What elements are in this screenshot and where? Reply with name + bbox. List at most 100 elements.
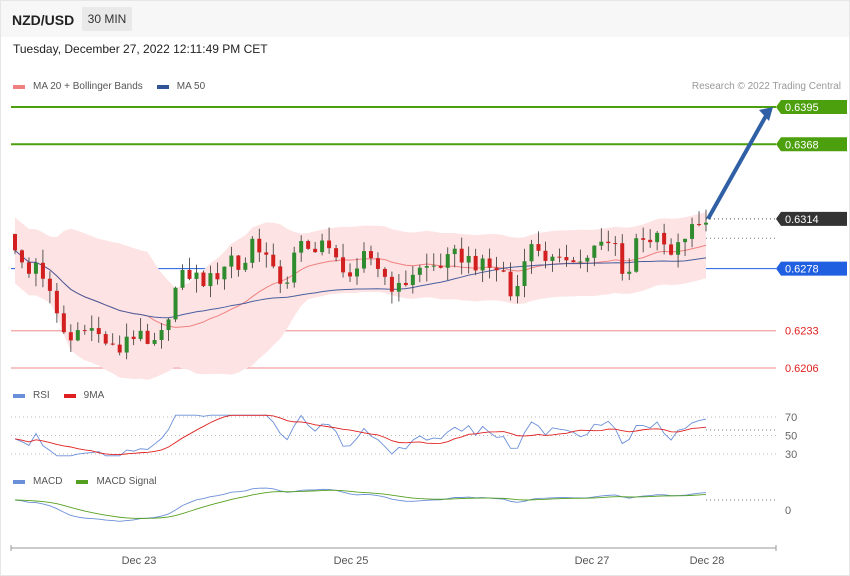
candle-body bbox=[438, 265, 443, 268]
candle-body bbox=[264, 252, 269, 255]
candle-body bbox=[382, 268, 387, 277]
macd-zero-label: 0 bbox=[785, 505, 791, 517]
candle-body bbox=[585, 257, 590, 262]
legend-macd: MACD bbox=[13, 476, 62, 487]
macd-signal-line bbox=[14, 489, 707, 519]
candle-body bbox=[487, 258, 492, 268]
candle-body bbox=[313, 248, 318, 253]
candle-body bbox=[480, 258, 485, 271]
candle-body bbox=[627, 271, 632, 274]
bollinger-band-area bbox=[15, 212, 706, 380]
candle-body bbox=[634, 238, 639, 272]
chart-header: NZD/USD 30 MIN bbox=[1, 1, 849, 37]
candle-body bbox=[529, 244, 534, 262]
candle-body bbox=[599, 241, 604, 246]
candle-body bbox=[522, 261, 527, 286]
pivot-label-0.6278: 0.6278 bbox=[785, 264, 819, 276]
resistance-label-0.6395: 0.6395 bbox=[785, 102, 819, 114]
candle-body bbox=[208, 273, 213, 287]
candle-body bbox=[194, 272, 199, 279]
forecast-arrow-shaft bbox=[706, 113, 769, 220]
candle-body bbox=[250, 238, 255, 263]
candle-body bbox=[403, 282, 408, 286]
candle-body bbox=[410, 274, 415, 286]
rsi-level-label-50: 50 bbox=[785, 431, 797, 443]
candle-body bbox=[508, 271, 513, 297]
candle-body bbox=[47, 278, 52, 291]
candle-body bbox=[173, 287, 178, 320]
candle-body bbox=[187, 269, 192, 279]
legend-swatch-rsi bbox=[13, 393, 25, 398]
candle-body bbox=[19, 250, 24, 263]
candle-body bbox=[662, 232, 667, 245]
rsi-ma-line bbox=[14, 414, 707, 455]
support-label-0.6206: 0.6206 bbox=[785, 363, 819, 375]
candle-body bbox=[334, 248, 339, 258]
candle-body bbox=[473, 255, 478, 271]
candle-body bbox=[417, 267, 422, 275]
candle-body bbox=[690, 224, 695, 239]
candle-body bbox=[236, 255, 241, 270]
candle-body bbox=[697, 224, 702, 226]
candle-body bbox=[459, 248, 464, 263]
candle-body bbox=[292, 252, 297, 283]
candle-body bbox=[215, 273, 220, 280]
candle-body bbox=[299, 241, 304, 253]
last-tag-0.6314 bbox=[776, 211, 847, 226]
candle-body bbox=[285, 282, 290, 284]
candle-body bbox=[361, 251, 366, 269]
candle-body bbox=[501, 270, 506, 272]
candle-body bbox=[229, 255, 234, 267]
macd-line bbox=[14, 487, 707, 522]
copyright-text: Research © 2022 Trading Central bbox=[691, 81, 841, 92]
candle-body bbox=[131, 336, 136, 340]
candle-body bbox=[578, 261, 583, 263]
candle-body bbox=[327, 240, 332, 249]
legend-label-rsi-ma: 9MA bbox=[83, 390, 105, 401]
legend-label-ma50: MA 50 bbox=[176, 81, 206, 92]
candle-body bbox=[676, 242, 681, 255]
candle-body bbox=[355, 268, 360, 277]
resistance-tag-0.6368 bbox=[776, 137, 847, 152]
candle-body bbox=[68, 332, 73, 341]
candle-body bbox=[348, 272, 353, 277]
candle-body bbox=[159, 330, 164, 341]
candle-body bbox=[655, 232, 660, 243]
timeframe-badge[interactable]: 30 MIN bbox=[82, 7, 132, 31]
candle-body bbox=[389, 276, 394, 292]
rsi-line bbox=[14, 414, 707, 457]
candle-body bbox=[96, 328, 101, 335]
candle-body bbox=[592, 245, 597, 258]
legend-rsi: RSI bbox=[13, 390, 50, 401]
candle-body bbox=[648, 239, 653, 243]
legend-ma50: MA 50 bbox=[156, 81, 206, 92]
x-tick-label-1: Dec 25 bbox=[334, 555, 369, 567]
candle-body bbox=[431, 265, 436, 267]
legend-swatch-ma20 bbox=[13, 84, 25, 89]
candle-body bbox=[257, 238, 262, 253]
candle-body bbox=[152, 340, 157, 344]
candle-body bbox=[54, 290, 59, 314]
resistance-label-0.6368: 0.6368 bbox=[785, 139, 819, 151]
legend-swatch-macd-signal bbox=[76, 479, 89, 484]
legend-label-macd: MACD bbox=[33, 476, 63, 487]
candle-body bbox=[278, 266, 283, 284]
price-legend: MA 20 + Bollinger Bands MA 50 bbox=[13, 81, 219, 92]
legend-label-ma20: MA 20 + Bollinger Bands bbox=[33, 81, 143, 92]
candle-body bbox=[201, 272, 206, 287]
ma50-line bbox=[14, 249, 707, 319]
candle-body bbox=[543, 250, 548, 261]
legend-macd-signal: MACD Signal bbox=[76, 476, 156, 487]
legend-swatch-rsi-ma bbox=[63, 393, 76, 398]
candle-body bbox=[82, 330, 87, 332]
rsi-level-label-30: 30 bbox=[785, 449, 797, 461]
legend-ma20-bb: MA 20 + Bollinger Bands bbox=[13, 81, 143, 92]
forecast-arrow-head bbox=[759, 107, 773, 121]
legend-swatch-ma50 bbox=[156, 84, 169, 89]
candle-body bbox=[40, 262, 45, 279]
candle-body bbox=[26, 262, 31, 274]
candle-body bbox=[75, 330, 80, 341]
candle-body bbox=[515, 285, 520, 297]
candle-body bbox=[704, 222, 708, 225]
